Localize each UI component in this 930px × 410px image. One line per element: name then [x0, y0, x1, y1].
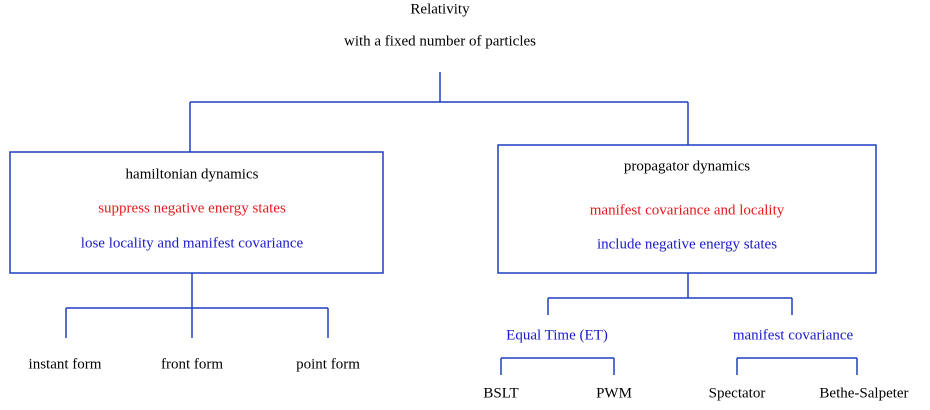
node-label: hamiltonian dynamics: [126, 166, 259, 182]
leaf-label: BSLT: [483, 385, 518, 401]
leaf-label: point form: [296, 356, 360, 372]
leaf-label: Bethe-Salpeter: [819, 385, 908, 401]
node-note: include negative energy states: [597, 236, 777, 252]
node-label: propagator dynamics: [624, 158, 750, 174]
node-note: suppress negative energy states: [98, 200, 286, 216]
leaf-label: instant form: [29, 356, 102, 372]
title: Relativity: [410, 1, 470, 17]
leaf-label: front form: [161, 356, 223, 372]
node-label: manifest covariance: [733, 327, 854, 343]
leaf-label: Spectator: [709, 385, 766, 401]
box: [497, 144, 877, 274]
node-label: Equal Time (ET): [506, 327, 608, 343]
subtitle: with a fixed number of particles: [344, 33, 536, 49]
node-note: lose locality and manifest covariance: [81, 235, 304, 251]
node-note: manifest covariance and locality: [590, 202, 785, 218]
connectors: [65, 72, 858, 375]
leaf-label: PWM: [596, 385, 632, 401]
box: [9, 151, 384, 274]
